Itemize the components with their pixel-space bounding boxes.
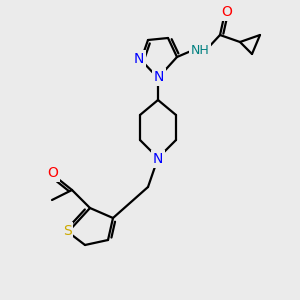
Text: N: N [154, 70, 164, 84]
Text: S: S [63, 224, 71, 238]
Text: O: O [222, 5, 232, 19]
Text: O: O [48, 166, 58, 180]
Text: N: N [134, 52, 144, 66]
Text: N: N [153, 152, 163, 166]
Text: NH: NH [190, 44, 209, 56]
